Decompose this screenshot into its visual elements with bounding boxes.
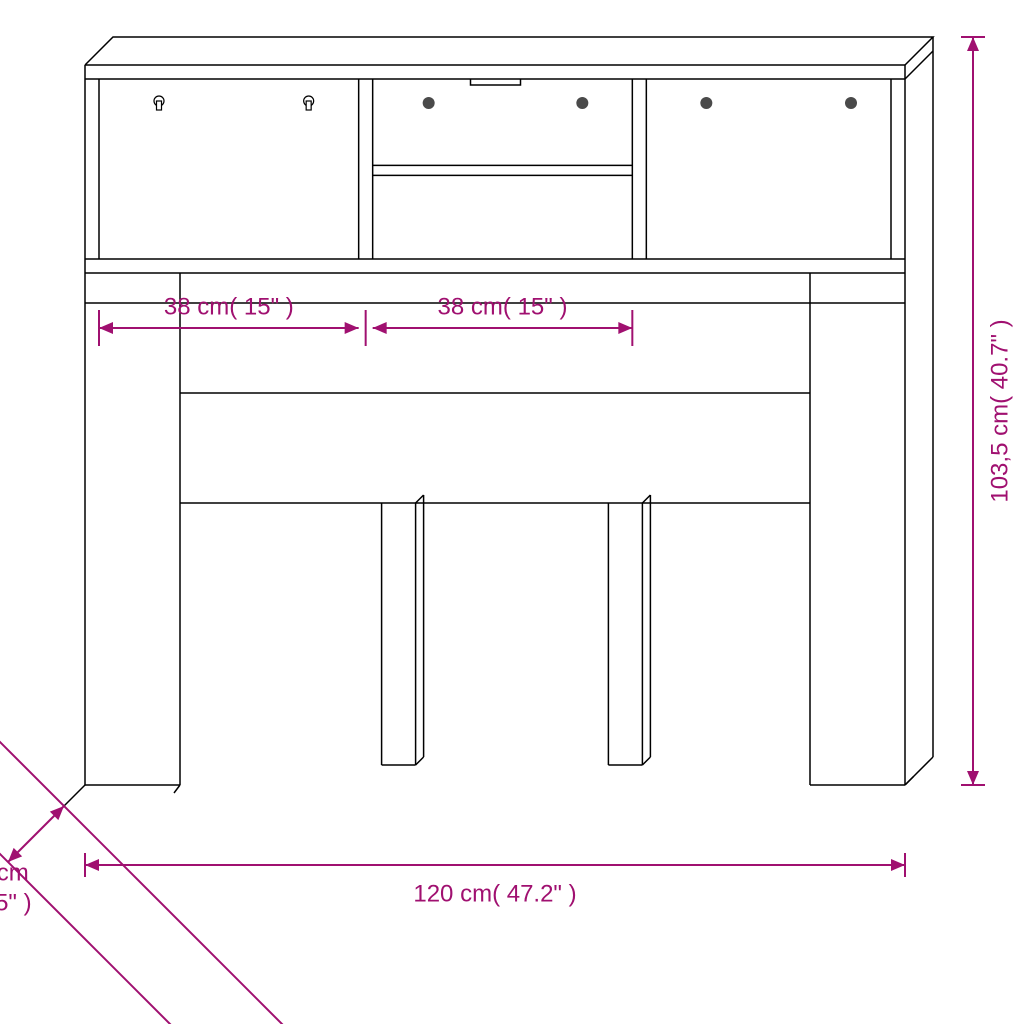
dim-shelf1: 38 cm( 15" ) xyxy=(164,293,294,320)
dim-shelf2: 38 cm( 15" ) xyxy=(438,293,568,320)
dim-depth-l1: 19 cm xyxy=(0,859,29,886)
dim-depth-l2: ( 7.5" ) xyxy=(0,889,32,916)
dim-height: 103,5 cm( 40.7" ) xyxy=(986,319,1013,502)
dim-width: 120 cm( 47.2" ) xyxy=(413,880,576,907)
